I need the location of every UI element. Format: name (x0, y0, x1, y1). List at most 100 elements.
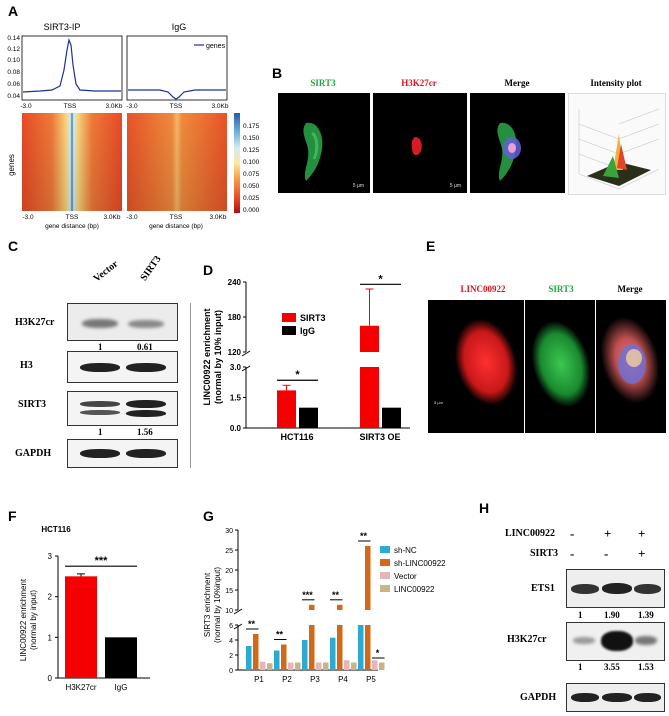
quant-h-h3k27cr-0: 1 (578, 662, 583, 672)
bar-g-3-1-up (337, 604, 343, 610)
tick-label-d-upper-1: 180 (228, 313, 242, 322)
panel-letter-e: E (426, 238, 436, 254)
blot-h-h3k27cr (566, 622, 665, 661)
axis-d-break-1 (241, 350, 251, 357)
title-f: HCT116 (41, 525, 71, 534)
x-tick-a-heat-right-2: 3.0Kb (210, 214, 227, 221)
category-f-1: IgG (115, 683, 128, 692)
y-tick-a-2: 0.10 (7, 57, 20, 64)
bar-d-1-1 (382, 407, 401, 428)
x-tick-a-right-0: -3.0 (126, 103, 138, 110)
ylabel-f-line-1: LINC00922 enrichment (19, 578, 28, 661)
blot-c-sirt3 (67, 391, 178, 426)
axis-g-break-1 (233, 608, 243, 615)
colorbar-tick-0: 0.175 (243, 123, 260, 130)
label-e-linc: LINC00922 (460, 284, 506, 294)
h-row-label-sirt3: SIRT3 (530, 548, 558, 559)
ylabel-f-line-2: (normal by input) (29, 590, 38, 650)
legend-label-g-1: sh-LINC00922 (394, 559, 446, 568)
tick-label-g-lower-1: 2 (229, 653, 233, 660)
micrograph-e-merge (596, 300, 666, 433)
panel-a-figure: SIRT3-IP IgG 0.14 0.12 0.10 0.08 0.06 0.… (7, 22, 260, 230)
x-tick-a-heat-left-2: 3.0Kb (104, 214, 121, 221)
chart-d: 0.0 1.5 3.0 120 180 240 LINC00922 enrichment (n… (202, 273, 410, 442)
h-row-label-linc: LINC00922 (505, 528, 556, 539)
x-tick-a-left-0: -3.0 (20, 103, 32, 110)
y-tick-a-3: 0.08 (7, 69, 20, 76)
h-sign-linc-1: + (604, 526, 612, 541)
sig-g-p5-extra: * (376, 648, 380, 658)
bar-g-4-3 (379, 662, 385, 670)
x-tick-a-right-1: TSS (170, 103, 183, 110)
bar-d-0-1 (299, 407, 318, 428)
label-e-sirt3: SIRT3 (548, 284, 574, 294)
bar-g-3-2 (344, 660, 350, 670)
sig-d-0: * (295, 369, 300, 381)
bar-g-0-0 (246, 646, 252, 670)
category-g-2: P3 (310, 675, 320, 684)
y-tick-a-5: 0.04 (7, 93, 20, 100)
row-label-gapdh-c: GAPDH (15, 448, 52, 459)
legend-genes: genes (206, 43, 226, 50)
bar-g-4-1-low (365, 625, 371, 670)
category-g-0: P1 (254, 675, 264, 684)
heatmap-ylabel: genes (7, 154, 16, 176)
y-tick-a-4: 0.06 (7, 81, 20, 88)
bar-f-1 (105, 637, 137, 678)
blot-c-gapdh (67, 439, 178, 468)
legend-swatch-g-2 (380, 572, 390, 579)
tick-label-d-upper-0: 120 (228, 348, 242, 357)
tick-label-g-lower-3: 6 (229, 623, 233, 630)
bar-d-1-0-low (360, 367, 379, 428)
blot-c-h3 (67, 351, 178, 383)
bar-d-0-0 (277, 390, 296, 428)
ylabel-g-line-2: (normal by 10%input) (213, 567, 222, 643)
x-tick-a-heat-right-1: TSS (170, 214, 183, 221)
sig-g-0: ** (248, 619, 256, 629)
chart-f: HCT116 0 1 2 3 LINC00922 enrichment (normal by… (19, 525, 150, 692)
quant-c-sirt3-0: 1 (98, 427, 103, 437)
h-sign-linc-2: + (638, 526, 646, 541)
micrograph-e-sirt3 (525, 300, 595, 433)
label-b-h3k27cr: H3K27cr (401, 78, 437, 88)
sig-g-2: *** (302, 590, 313, 600)
chart-g: 0 2 4 6 10 15 20 25 30 SIRT3 enrichment (normal by… (203, 528, 446, 684)
tick-label-g-upper-0: 10 (225, 608, 233, 615)
category-g-4: P5 (366, 675, 376, 684)
colorbar-tick-7: 0.000 (243, 207, 260, 214)
x-tick-a-right-2: 3.0Kb (212, 103, 229, 110)
h-blot-label-gapdh: GAPDH (520, 692, 557, 703)
bar-g-2-3 (323, 662, 329, 670)
tick-label-g-upper-4: 30 (225, 528, 233, 535)
colorbar-tick-2: 0.125 (243, 147, 260, 154)
label-b-merge: Merge (504, 78, 530, 88)
h-blot-label-ets1: ETS1 (531, 583, 555, 594)
colorbar-tick-4: 0.075 (243, 171, 260, 178)
x-tick-a-heat-right-0: -3.0 (126, 214, 138, 221)
bar-g-1-0 (274, 650, 280, 670)
bar-g-3-1-low (337, 625, 343, 670)
colorbar-tick-3: 0.100 (243, 159, 260, 166)
bar-g-2-0 (302, 640, 308, 670)
panel-letter-c: C (8, 238, 19, 254)
bar-f-0 (65, 576, 97, 678)
bar-d-1-0-up (360, 325, 379, 352)
legend-label-g-0: sh-NC (394, 546, 417, 555)
tick-label-f-3: 3 (48, 552, 53, 561)
h-sign-linc-0: - (570, 526, 575, 541)
row-label-h3k27cr: H3K27cr (15, 317, 55, 328)
quant-c-sirt3-1: 1.56 (137, 427, 153, 437)
colorbar-tick-1: 0.150 (243, 135, 260, 142)
row-label-sirt3-c: SIRT3 (18, 399, 46, 410)
tick-label-g-upper-3: 25 (225, 548, 233, 555)
legend-swatch-g-3 (380, 585, 390, 592)
label-b-sirt3: SIRT3 (310, 78, 336, 88)
panel-letter-a: A (8, 3, 19, 19)
quant-c-h3k27cr-1: 0.61 (137, 342, 153, 352)
sig-g-1: ** (276, 630, 284, 640)
bar-g-1-3 (295, 662, 301, 670)
blot-c-h3k27cr (67, 303, 178, 341)
legend-swatch-d-0 (282, 313, 296, 322)
bar-g-0-3 (267, 663, 273, 670)
colorbar-tick-5: 0.050 (243, 183, 260, 190)
